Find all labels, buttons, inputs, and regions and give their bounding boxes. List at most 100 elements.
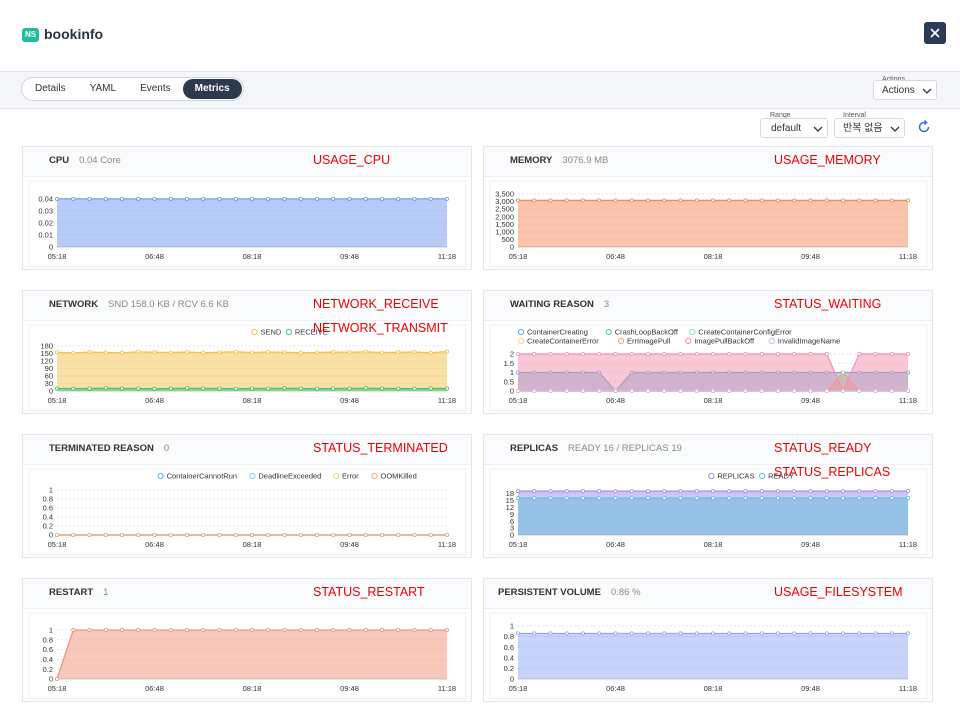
point [233, 196, 238, 201]
chart-frame [489, 612, 928, 700]
point [331, 386, 336, 391]
legend-marker [285, 328, 292, 336]
point [249, 350, 254, 355]
annotation: STATUS_READY [774, 441, 872, 455]
metric-panel: SEND RECEIVE 0 30 60 90 120 150 180 05:18 06:48 08:… [22, 290, 472, 414]
point [759, 631, 764, 636]
y-tick-label: 0.01 [38, 231, 53, 240]
point [613, 352, 618, 357]
y-tick-label: 1.5 [504, 359, 514, 368]
point [775, 489, 780, 494]
y-tick-label: 0 [510, 531, 514, 540]
y-tick-label: 0 [49, 675, 53, 684]
point [759, 496, 764, 501]
point [412, 386, 417, 391]
x-tick-label: 06:48 [606, 396, 625, 405]
point [840, 489, 845, 494]
point [808, 631, 813, 636]
point [217, 196, 222, 201]
point [217, 350, 222, 355]
x-tick-label: 06:48 [606, 540, 625, 549]
point [564, 489, 569, 494]
point [873, 489, 878, 494]
point [249, 627, 254, 632]
metric-panel: 0 500 1,000 1,500 2,000 2,500 3,000 3,500 05:18 0… [483, 146, 933, 270]
point [168, 533, 173, 538]
point [412, 350, 417, 355]
point [379, 196, 384, 201]
range-select[interactable]: default [760, 118, 828, 138]
point [759, 489, 764, 494]
metric-panel: ContainerCreating CrashLoopBackOff CreateC… [483, 290, 933, 414]
x-tick-label: 09:48 [340, 684, 359, 693]
point [743, 389, 748, 394]
point [840, 198, 845, 203]
y-tick-label: 0 [510, 675, 514, 684]
refresh-button[interactable] [916, 119, 932, 135]
y-tick-label: 1 [49, 626, 53, 635]
point [152, 386, 157, 391]
point [905, 496, 910, 501]
point [775, 631, 780, 636]
annotation: STATUS_RESTART [313, 585, 425, 599]
namespace-badge: NS [22, 28, 39, 42]
x-tick-label: 09:48 [801, 684, 820, 693]
point [347, 533, 352, 538]
tab[interactable]: Details [35, 83, 66, 94]
point [613, 496, 618, 501]
interval-value: 반복 없음 [843, 123, 883, 134]
legend-label: InvalidImageName [778, 337, 841, 346]
point [662, 489, 667, 494]
point [889, 389, 894, 394]
y-tick-label: 0.03 [38, 206, 53, 215]
x-tick-label: 09:48 [801, 396, 820, 405]
annotation: NETWORK_TRANSMIT [313, 321, 448, 335]
point [396, 350, 401, 355]
point [824, 631, 829, 636]
range-value: default [771, 123, 802, 134]
close-button[interactable] [924, 22, 946, 44]
point [233, 349, 238, 354]
point [645, 352, 650, 357]
legend-marker [517, 328, 525, 336]
panel-title: RESTART 1 [49, 587, 108, 598]
point [759, 389, 764, 394]
x-tick-label: 11:18 [438, 540, 456, 549]
point [444, 627, 449, 632]
actions-button[interactable]: Actions [873, 80, 937, 100]
legend-marker [768, 337, 775, 345]
point [282, 533, 287, 538]
tab[interactable]: Events [140, 83, 171, 94]
tab[interactable]: YAML [89, 83, 117, 94]
point [775, 496, 780, 501]
y-tick-label: 0 [49, 387, 53, 396]
page-title: bookinfo [44, 26, 104, 42]
legend-marker [332, 472, 340, 480]
point [694, 198, 699, 203]
point [282, 350, 287, 355]
point [824, 352, 829, 357]
legend-marker [517, 337, 525, 345]
y-tick-label: 0 [510, 243, 514, 252]
x-tick-label: 05:18 [48, 684, 67, 693]
y-tick-label: 0.6 [43, 645, 53, 654]
panel-title: PERSISTENT VOLUME 0.86 % [498, 587, 641, 598]
point [775, 198, 780, 203]
tab[interactable]: Metrics [182, 79, 242, 99]
point [629, 489, 634, 494]
point [840, 496, 845, 501]
panel-title: REPLICAS READY 16 / REPLICAS 19 [510, 443, 682, 454]
point [873, 389, 878, 394]
point [444, 386, 449, 391]
point [396, 533, 401, 538]
point [662, 352, 667, 357]
y-tick-label: 0 [510, 387, 514, 396]
interval-select[interactable]: 반복 없음 [834, 118, 905, 138]
point [678, 631, 683, 636]
y-tick-label: 0.5 [504, 377, 514, 386]
point [201, 386, 206, 391]
point [55, 386, 60, 391]
point [840, 370, 845, 375]
point [120, 627, 125, 632]
